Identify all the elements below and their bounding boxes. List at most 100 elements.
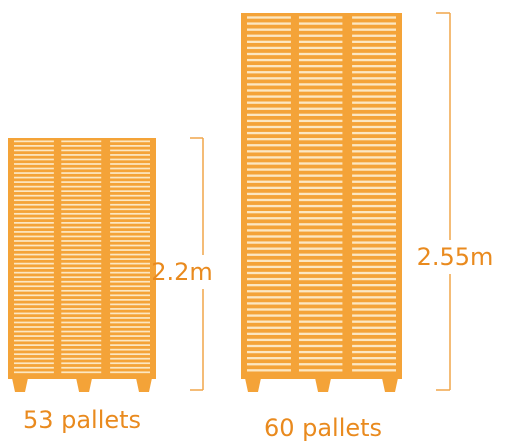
pallet-slat-gap [298,125,343,129]
pallet-slat-gap [352,350,396,354]
pallet-slat-gap [14,258,54,260]
pallet-slat-gap [247,77,291,80]
pallet-slat-gap [298,308,343,311]
pallet-slat-gap [247,357,291,360]
pallet-slat-gap [352,314,396,317]
pallet-slat-gap [61,167,102,170]
pallet-slat-gap [352,369,396,372]
pallet-slat-gap [247,217,291,220]
pallet-slat-gap [352,338,396,342]
pallet-slat-gap [298,28,343,31]
pallet-slat-gap [247,95,291,98]
pallet-slat-gap [247,16,291,19]
pallet-slat-gap [298,211,343,214]
pallet-slat-gap [352,290,396,293]
pallet-slat-gap [352,180,396,183]
pallet-slat-gap [110,285,150,288]
pallet-slat-gap [352,77,396,80]
pallet-slat-gap [110,348,150,351]
pallet-slat-gap [298,296,343,299]
pallet-slat-gap [298,89,343,92]
pallet-slat-gap [14,249,54,251]
pallet-slat-gap [247,28,291,31]
pallet-slat-gap [61,262,102,265]
pallet-slat-gap [110,312,150,315]
pallet-slat-gap [14,181,54,183]
pallet-slat-gap [110,167,150,170]
pallet-slat-gap [247,326,291,329]
pallet-slat-gap [14,222,54,224]
pallet-slat-gap [298,192,343,196]
pallet-slat-gap [298,46,343,50]
pallet-slat-gap [14,294,54,297]
pallet-slat-gap [61,222,102,224]
pallet-slat-gap [14,366,54,369]
pallet-slat-gap [352,71,396,74]
pallet-slat-gap [298,320,343,323]
pallet-slat-gap [298,350,343,354]
pallet-slat-gap [247,101,291,104]
pallet-slat-gap [247,192,291,196]
pallet-slat-gap [247,83,291,86]
pallet-slat-gap [110,271,150,274]
pallet-slat-gap [61,330,102,333]
pallet-slat-gap [298,52,343,56]
pallet-slat-gap [298,363,343,366]
pallet-slat-gap [61,190,102,193]
pallet-slat-gap [352,302,396,305]
pallet-slat-gap [110,158,150,161]
pallet-slat-gap [61,294,102,297]
pallet-slat-gap [352,58,396,62]
pallet-slat-gap [298,131,343,135]
pallet-slat-gap [14,190,54,193]
pallet-slat-gap [352,235,396,238]
pallet-slat-gap [14,208,54,211]
pallet-slat-gap [14,289,54,292]
count-label-1: 53 pallets [23,406,141,434]
pallet-slat-gap [61,194,102,197]
pallet-slat-gap [110,353,150,356]
pallet-slat-gap [110,371,150,374]
pallet-slat-gap [352,186,396,189]
pallet-slat-gap [14,217,54,220]
pallet-slat-gap [247,150,291,153]
pallet-slat-gap [110,294,150,297]
pallet-slat-gap [352,65,396,68]
pallet-slat-gap [352,162,396,165]
pallet-slat-gap [14,231,54,233]
pallet-slat-gap [61,149,102,152]
pallet-foot [382,378,398,392]
pallet-slat-gap [110,208,150,211]
pallet-slat-gap [110,276,150,279]
pallet-slat-gap [14,321,54,324]
pallet-slat-gap [110,222,150,224]
pallet-slat-gap [14,158,54,161]
pallet-slat-gap [352,16,396,19]
pallet-slat-gap [61,298,102,301]
pallet-slat-gap [298,332,343,335]
pallet-slat-gap [352,52,396,56]
pallet-slat-gap [14,244,54,247]
pallet-slat-gap [247,350,291,354]
pallet-slat-gap [110,203,150,206]
pallet-slat-gap [110,235,150,238]
pallet-slat-gap [110,231,150,233]
pallet-slat-gap [110,317,150,319]
pallet-slat-gap [352,284,396,287]
pallet-slat-gap [247,223,291,226]
pallet-slat-gap [14,271,54,274]
pallet-slat-gap [352,204,396,208]
pallet-slat-gap [247,52,291,56]
pallet-slat-gap [61,240,102,242]
pallet-slat-gap [298,95,343,98]
pallet-slat-gap [247,308,291,311]
pallet-slat-gap [247,344,291,348]
pallet-slat-gap [61,366,102,369]
pallet-slat-gap [352,326,396,329]
pallet-slat-gap [61,326,102,328]
pallet-slat-gap [298,77,343,80]
count-label-2: 60 pallets [264,414,382,442]
pallet-slat-gap [298,83,343,86]
pallet-slat-gap [61,253,102,256]
